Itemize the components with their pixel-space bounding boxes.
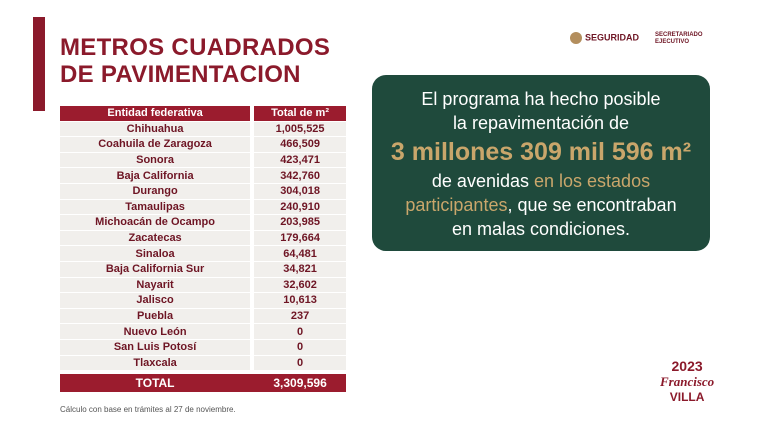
table-row: Baja California Sur 34,821 — [60, 261, 346, 277]
badge-name: VILLA — [669, 390, 705, 404]
cell: 240,910 — [254, 199, 346, 215]
table-row: Sonora 423,471 — [60, 152, 346, 168]
callout-text: participantes — [405, 195, 508, 215]
table-row: Nuevo León 0 — [60, 324, 346, 339]
badge: 2023 Francisco VILLA — [660, 358, 714, 404]
cell: Nayarit — [60, 277, 251, 293]
table-row: Sinaloa 64,481 — [60, 246, 346, 261]
callout: El programa ha hecho posible la repavime… — [372, 75, 710, 251]
callout-text: El programa ha hecho posible — [421, 89, 661, 109]
cell: Nuevo León — [60, 324, 251, 339]
title-line: METROS CUADRADOS — [60, 34, 331, 61]
badge-year: 2023 — [671, 358, 703, 374]
cell: 32,602 — [254, 277, 346, 293]
table-row: Jalisco 10,613 — [60, 293, 346, 308]
cell: Baja California — [60, 168, 251, 183]
table-row: Zacatecas 179,664 — [60, 230, 346, 246]
table-row: Tlaxcala 0 — [60, 355, 346, 371]
cell: Puebla — [60, 308, 251, 324]
table-row: Michoacán de Ocampo 203,985 — [60, 215, 346, 230]
accent-bar — [33, 17, 45, 111]
table: Entidad federativa Total de m² Chihuahua… — [60, 105, 346, 393]
callout-text: de avenidas — [431, 171, 529, 191]
cell: TOTAL — [60, 374, 251, 393]
cell: 0 — [254, 339, 346, 355]
table-row: Puebla 237 — [60, 308, 346, 324]
table-row: TOTAL 3,309,596 — [60, 374, 346, 393]
cell: 64,481 — [254, 246, 346, 261]
spacer — [250, 374, 255, 393]
cell: 1,005,525 — [254, 121, 346, 137]
cell: 304,018 — [254, 183, 346, 199]
cell: 203,985 — [254, 215, 346, 230]
cell: 423,471 — [254, 152, 346, 168]
title-line: DE PAVIMENTACION — [60, 61, 301, 88]
cell: Chihuahua — [60, 121, 251, 137]
cell: Zacatecas — [60, 230, 251, 246]
cell: 10,613 — [254, 293, 346, 308]
cell: 0 — [254, 355, 346, 371]
column-header: Entidad federativa — [60, 106, 251, 121]
cell: San Luis Potosí — [60, 339, 251, 355]
footnote: Cálculo con base en trámites al 27 de no… — [60, 405, 236, 414]
badge-name: Francisco — [660, 374, 715, 389]
logo-text: SECRETARIADO EJECUTIVO — [655, 32, 703, 45]
table-row: Baja California 342,760 — [60, 168, 346, 183]
table-row: San Luis Potosí 0 — [60, 339, 346, 355]
cell: Coahuila de Zaragoza — [60, 137, 251, 152]
cell: 0 — [254, 324, 346, 339]
column-header: Total de m² — [254, 106, 346, 121]
cell: Jalisco — [60, 293, 251, 308]
cell: Tlaxcala — [60, 355, 251, 371]
cell: 179,664 — [254, 230, 346, 246]
callout-text: la repavimentación de — [452, 113, 630, 133]
table-row: Chihuahua 1,005,525 — [60, 121, 346, 137]
cell: 466,509 — [254, 137, 346, 152]
title: METROS CUADRADOS DE PAVIMENTACION — [60, 34, 330, 88]
cell: Sinaloa — [60, 246, 251, 261]
callout-text: en los estados — [534, 171, 651, 191]
table-body: Chihuahua 1,005,525 Coahuila de Zaragoza 46… — [60, 121, 346, 393]
table-row: Nayarit 32,602 — [60, 277, 346, 293]
table-row: Tamaulipas 240,910 — [60, 199, 346, 215]
cell: 342,760 — [254, 168, 346, 183]
cell: Baja California Sur — [60, 261, 251, 277]
callout-text: en malas condiciones. — [451, 219, 631, 239]
cell: 3,309,596 — [254, 374, 346, 393]
callout-highlight: 3 millones 309 mil 596 m² — [390, 138, 692, 166]
callout-text: , que se encontraban — [507, 195, 677, 215]
table-row: Coahuila de Zaragoza 466,509 — [60, 137, 346, 152]
cell: Michoacán de Ocampo — [60, 215, 251, 230]
spacer — [60, 371, 250, 373]
cell: 237 — [254, 308, 346, 324]
logo-secretariado: SECRETARIADO EJECUTIVO — [655, 32, 720, 46]
gap — [60, 371, 346, 373]
cell: Sonora — [60, 152, 251, 168]
cell: Tamaulipas — [60, 199, 251, 215]
logo-text: SEGURIDAD — [585, 32, 640, 43]
cell: Durango — [60, 183, 251, 199]
table-row: Durango 304,018 — [60, 183, 346, 199]
cell: 34,821 — [254, 261, 346, 277]
logo-seguridad: SEGURIDAD — [570, 32, 639, 44]
table-header: Entidad federativa Total de m² — [60, 106, 346, 121]
